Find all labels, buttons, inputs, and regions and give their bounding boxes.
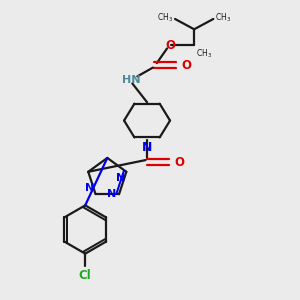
Text: CH$_3$: CH$_3$ [196,48,212,60]
Text: HN: HN [122,75,140,85]
Text: N: N [107,189,117,199]
Text: O: O [174,156,184,169]
Text: Cl: Cl [79,269,92,282]
Text: N: N [116,173,125,183]
Text: O: O [166,39,176,52]
Text: N: N [85,183,94,193]
Text: N: N [142,141,152,154]
Text: CH$_3$: CH$_3$ [157,12,173,24]
Text: CH$_3$: CH$_3$ [215,12,232,24]
Text: O: O [181,59,191,72]
